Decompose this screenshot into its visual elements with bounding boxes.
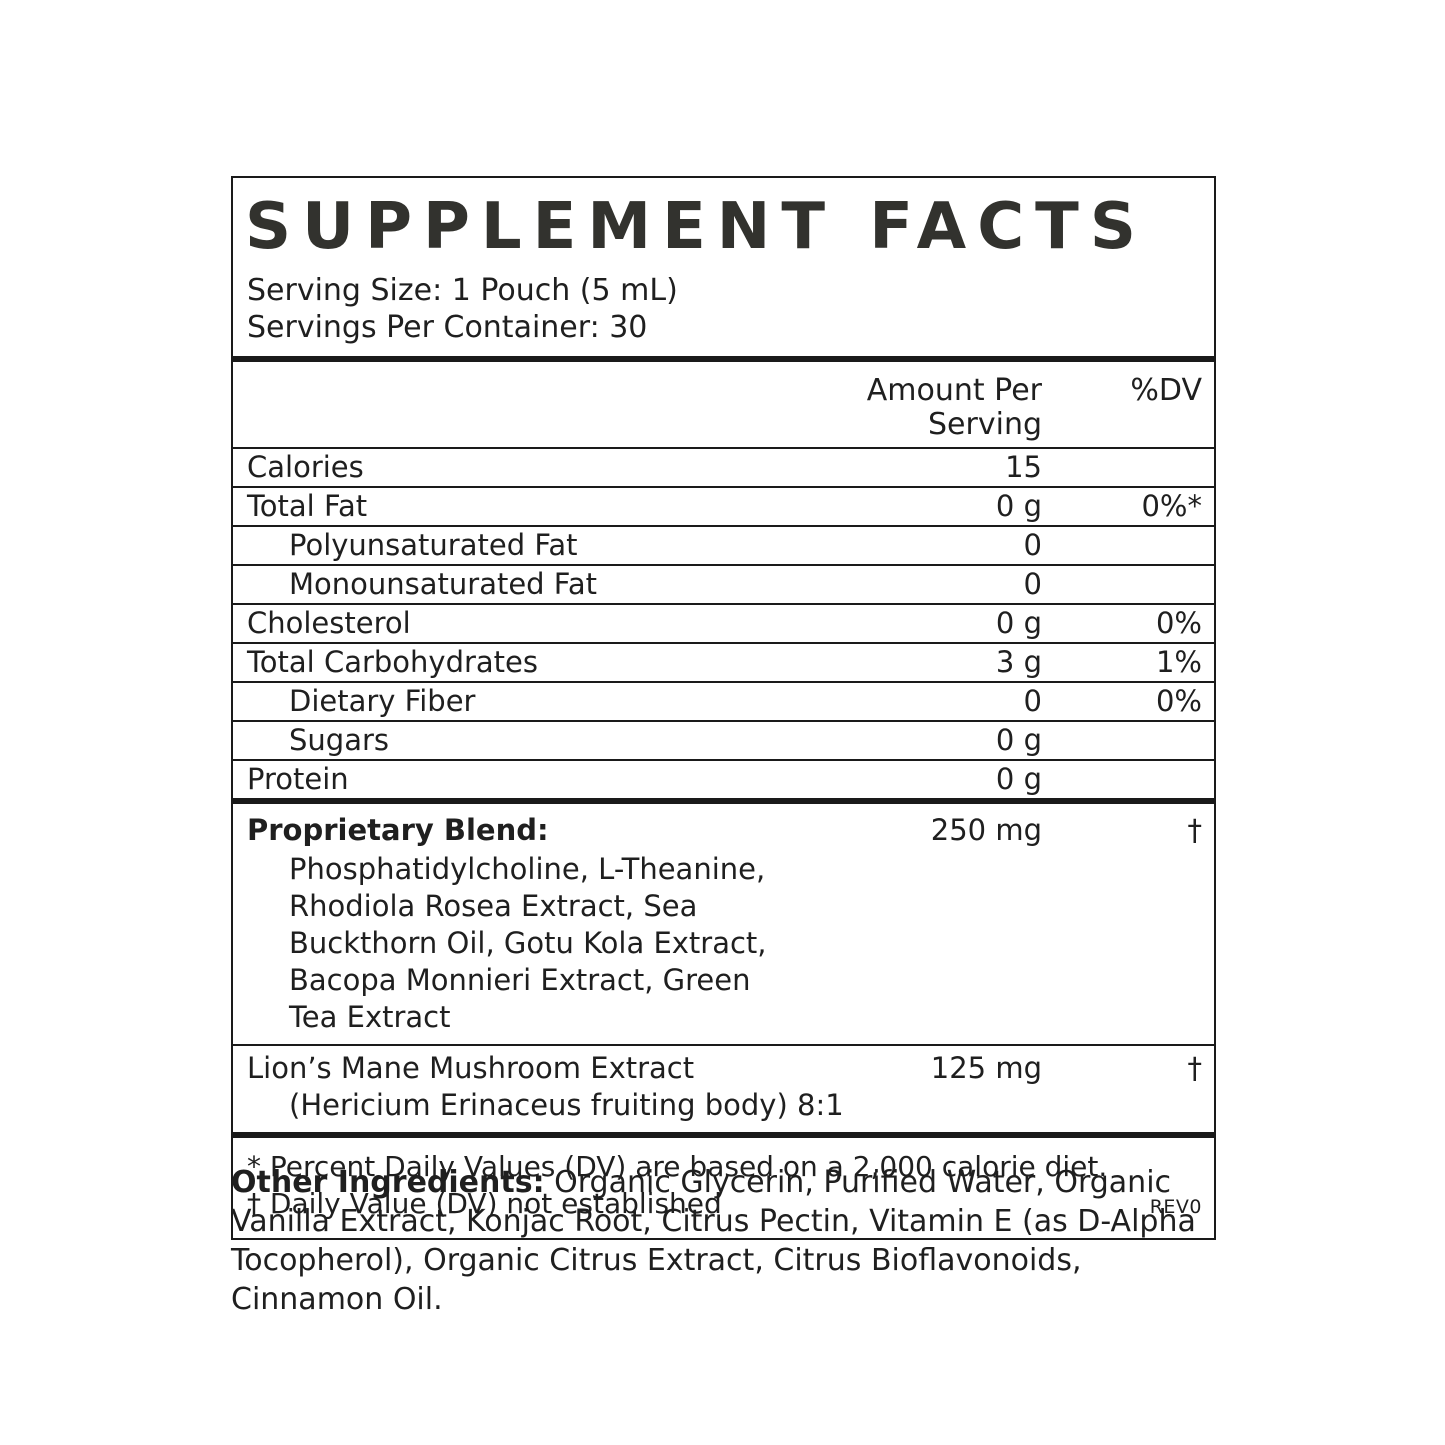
blend-name: Proprietary Blend: — [247, 812, 549, 847]
blend-dv-dagger: † — [1187, 812, 1203, 847]
nutrient-amount: 0 — [1023, 683, 1042, 718]
nutrient-dv: 0%* — [1141, 488, 1202, 523]
lions-mane-subtext: (Hericium Erinaceus fruiting body) 8:1 — [289, 1087, 844, 1122]
nutrient-name: Sugars — [289, 722, 389, 757]
other-ingredients: Other Ingredients: Organic Glycerin, Pur… — [231, 1163, 1223, 1319]
nutrient-name: Polyunsaturated Fat — [289, 527, 578, 562]
table-row: Monounsaturated Fat 0 — [233, 563, 1214, 603]
footnote-dv: * Percent Daily Values (DV) are based on… — [247, 1149, 1108, 1183]
table-row: Calories 15 — [233, 446, 1214, 486]
table-row: Total Fat 0 g 0%* — [233, 485, 1214, 525]
footnote-dagger: † Daily Value (DV) not established — [247, 1186, 722, 1220]
column-header-row: Amount Per Serving %DV — [233, 362, 1214, 447]
nutrient-amount: 0 — [1023, 566, 1042, 601]
table-row: Dietary Fiber 0 0% — [233, 680, 1214, 720]
nutrient-amount: 3 g — [995, 644, 1042, 679]
nutrient-dv: 1% — [1155, 644, 1202, 679]
nutrient-amount: 15 — [1005, 449, 1042, 484]
nutrient-name: Monounsaturated Fat — [289, 566, 597, 601]
nutrient-name: Protein — [247, 761, 349, 796]
table-row: Sugars 0 g — [233, 719, 1214, 759]
nutrient-amount: 0 — [1023, 527, 1042, 562]
blend-amount: 250 mg — [930, 812, 1042, 847]
table-row: Cholesterol 0 g 0% — [233, 602, 1214, 642]
nutrient-name: Cholesterol — [247, 605, 411, 640]
thick-divider-top — [233, 355, 1214, 362]
facts-title: SUPPLEMENT FACTS — [245, 190, 1147, 264]
proprietary-blend-row: Proprietary Blend: 250 mg † Phosphatidyl… — [233, 797, 1214, 1044]
lions-mane-row: Lion’s Mane Mushroom Extract 125 mg † (H… — [233, 1043, 1214, 1132]
nutrient-amount: 0 g — [995, 761, 1042, 796]
supplement-facts-panel: SUPPLEMENT FACTS Serving Size: 1 Pouch (… — [231, 176, 1216, 1240]
blend-ingredients: Phosphatidylcholine, L-Theanine, Rhodiol… — [289, 851, 767, 1034]
nutrient-name: Dietary Fiber — [289, 683, 476, 718]
serving-size: Serving Size: 1 Pouch (5 mL) — [247, 272, 678, 308]
nutrient-name: Calories — [247, 449, 364, 484]
nutrient-name: Total Carbohydrates — [247, 644, 539, 679]
footnotes-section: * Percent Daily Values (DV) are based on… — [233, 1131, 1214, 1238]
lions-mane-name: Lion’s Mane Mushroom Extract — [247, 1050, 695, 1085]
amount-per-serving-header: Amount Per Serving — [866, 372, 1042, 442]
revision-code: REV0 — [1149, 1195, 1202, 1218]
table-row: Polyunsaturated Fat 0 — [233, 524, 1214, 564]
nutrient-amount: 0 g — [995, 605, 1042, 640]
nutrient-dv: 0% — [1155, 683, 1202, 718]
servings-per-container: Servings Per Container: 30 — [247, 309, 648, 345]
other-ingredients-label: Other Ingredients: — [231, 1165, 545, 1200]
nutrient-dv: 0% — [1155, 605, 1202, 640]
table-row: Protein 0 g — [233, 758, 1214, 798]
lions-mane-dv-dagger: † — [1187, 1050, 1203, 1085]
nutrient-amount: 0 g — [995, 722, 1042, 757]
other-ingredients-text: Organic Glycerin, Purified Water, Organi… — [231, 1165, 1196, 1317]
dv-header: %DV — [1130, 372, 1202, 408]
lions-mane-amount: 125 mg — [930, 1050, 1042, 1085]
table-row: Total Carbohydrates 3 g 1% — [233, 641, 1214, 681]
nutrient-name: Total Fat — [247, 488, 368, 523]
nutrient-amount: 0 g — [995, 488, 1042, 523]
